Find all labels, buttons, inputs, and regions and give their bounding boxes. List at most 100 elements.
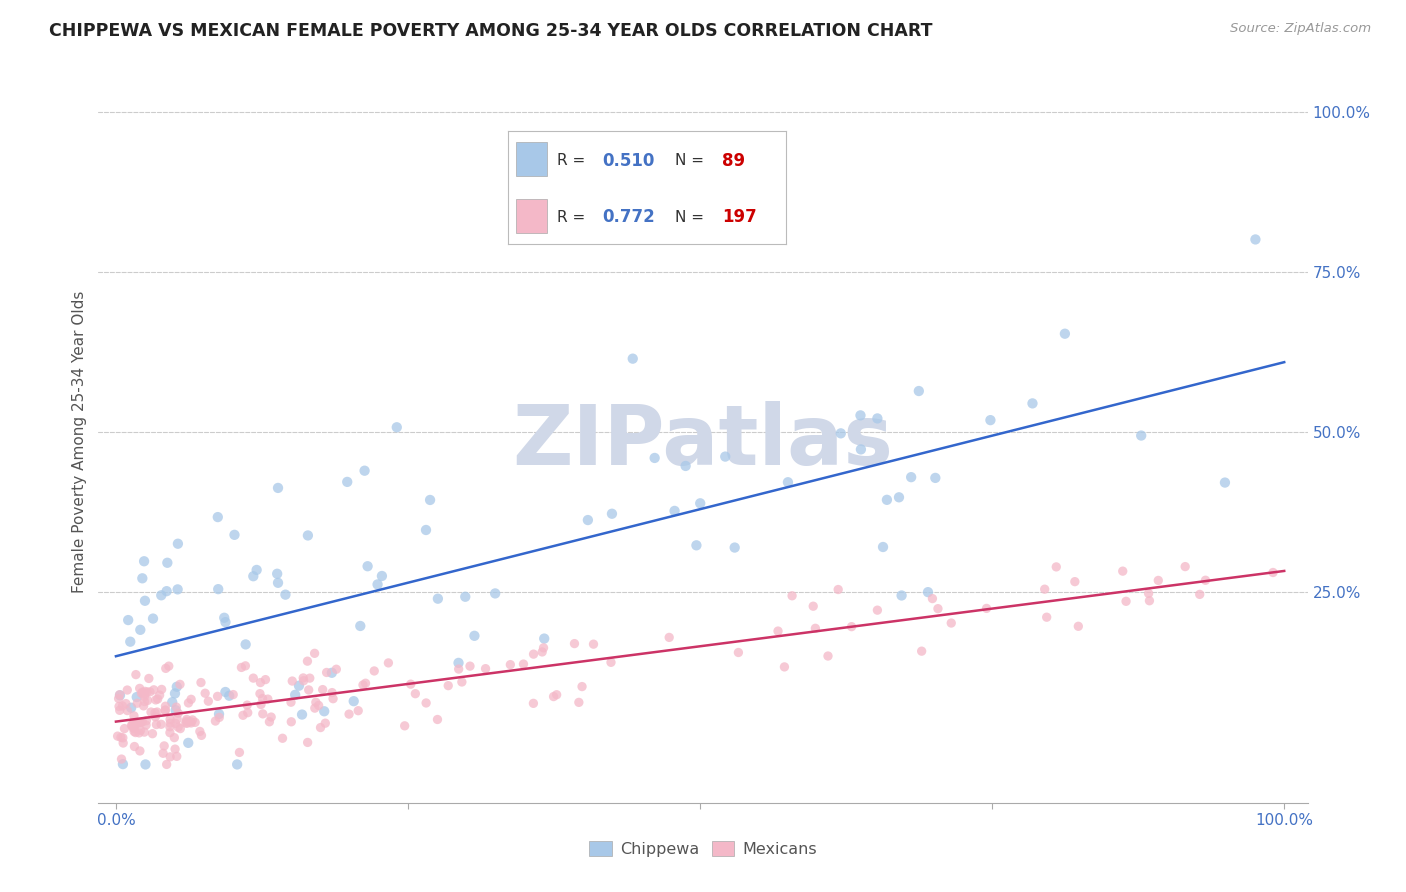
Mexicans	[522, 697, 544, 711]
Mexicans	[146, 705, 169, 719]
Mexicans	[166, 749, 188, 764]
Chippewa	[177, 736, 200, 750]
Mexicans	[132, 698, 155, 713]
Mexicans	[321, 685, 343, 699]
Mexicans	[128, 744, 150, 758]
Chippewa	[167, 537, 190, 551]
Mexicans	[314, 716, 336, 731]
Mexicans	[152, 746, 174, 760]
Mexicans	[121, 718, 143, 732]
Mexicans	[322, 691, 344, 706]
Mexicans	[377, 656, 399, 670]
Mexicans	[138, 672, 160, 686]
Mexicans	[208, 710, 231, 724]
Chippewa	[160, 695, 183, 709]
Mexicans	[447, 662, 470, 676]
Chippewa	[849, 442, 872, 457]
Mexicans	[564, 637, 586, 651]
Mexicans	[155, 699, 177, 714]
Mexicans	[1139, 593, 1161, 607]
Chippewa	[1021, 396, 1043, 410]
Mexicans	[159, 720, 181, 734]
Chippewa	[900, 470, 922, 484]
Mexicans	[124, 739, 146, 754]
Chippewa	[447, 656, 470, 670]
Mexicans	[150, 682, 173, 697]
Mexicans	[176, 716, 198, 731]
Mexicans	[281, 674, 304, 689]
Mexicans	[143, 706, 166, 720]
Mexicans	[228, 746, 250, 760]
Chippewa	[664, 504, 686, 518]
Mexicans	[337, 707, 360, 722]
Mexicans	[231, 660, 253, 674]
Mexicans	[1261, 566, 1284, 580]
Mexicans	[111, 731, 134, 745]
Mexicans	[311, 682, 333, 697]
Mexicans	[297, 654, 319, 668]
Mexicans	[531, 645, 554, 659]
Chippewa	[426, 591, 449, 606]
Mexicans	[159, 725, 181, 739]
Chippewa	[979, 413, 1001, 427]
Chippewa	[214, 615, 236, 629]
Mexicans	[107, 691, 129, 706]
Mexicans	[242, 671, 264, 685]
Mexicans	[399, 677, 422, 691]
Mexicans	[143, 710, 166, 724]
Chippewa	[908, 384, 931, 398]
Mexicans	[141, 727, 163, 741]
Chippewa	[224, 528, 246, 542]
Mexicans	[235, 658, 257, 673]
Chippewa	[336, 475, 359, 489]
Mexicans	[153, 703, 176, 717]
Chippewa	[132, 554, 155, 568]
Mexicans	[280, 695, 302, 709]
Mexicans	[159, 716, 181, 731]
Text: Source: ZipAtlas.com: Source: ZipAtlas.com	[1230, 22, 1371, 36]
Mexicans	[176, 714, 198, 729]
Mexicans	[1137, 586, 1160, 600]
Mexicans	[174, 715, 197, 730]
Chippewa	[876, 492, 898, 507]
Mexicans	[155, 661, 177, 675]
Chippewa	[120, 700, 142, 714]
Chippewa	[134, 594, 156, 608]
Mexicans	[976, 601, 998, 615]
Text: 0.772: 0.772	[603, 208, 655, 227]
Chippewa	[218, 689, 240, 703]
Text: R =: R =	[557, 153, 591, 168]
Mexicans	[280, 714, 302, 729]
Mexicans	[135, 714, 157, 728]
Chippewa	[1244, 232, 1267, 246]
Mexicans	[156, 757, 179, 772]
Mexicans	[165, 716, 187, 731]
Mexicans	[941, 615, 963, 630]
Chippewa	[134, 757, 156, 772]
Chippewa	[917, 585, 939, 599]
Chippewa	[415, 523, 437, 537]
Mexicans	[817, 648, 839, 663]
Chippewa	[120, 634, 142, 648]
Chippewa	[214, 685, 236, 699]
Mexicans	[122, 721, 145, 735]
Mexicans	[522, 647, 544, 661]
Mexicans	[181, 713, 204, 727]
Chippewa	[644, 450, 666, 465]
Mexicans	[112, 736, 135, 750]
Mexicans	[1147, 574, 1170, 588]
Text: N =: N =	[675, 153, 709, 168]
Chippewa	[830, 426, 852, 441]
Mexicans	[194, 686, 217, 700]
Chippewa	[343, 694, 366, 708]
Legend: Chippewa, Mexicans: Chippewa, Mexicans	[583, 835, 823, 863]
Chippewa	[1053, 326, 1076, 341]
Mexicans	[766, 624, 789, 638]
Chippewa	[246, 563, 269, 577]
Mexicans	[134, 687, 156, 701]
Mexicans	[166, 712, 188, 726]
Chippewa	[621, 351, 644, 366]
Text: 197: 197	[723, 208, 756, 227]
Chippewa	[166, 680, 188, 694]
Mexicans	[122, 724, 145, 739]
